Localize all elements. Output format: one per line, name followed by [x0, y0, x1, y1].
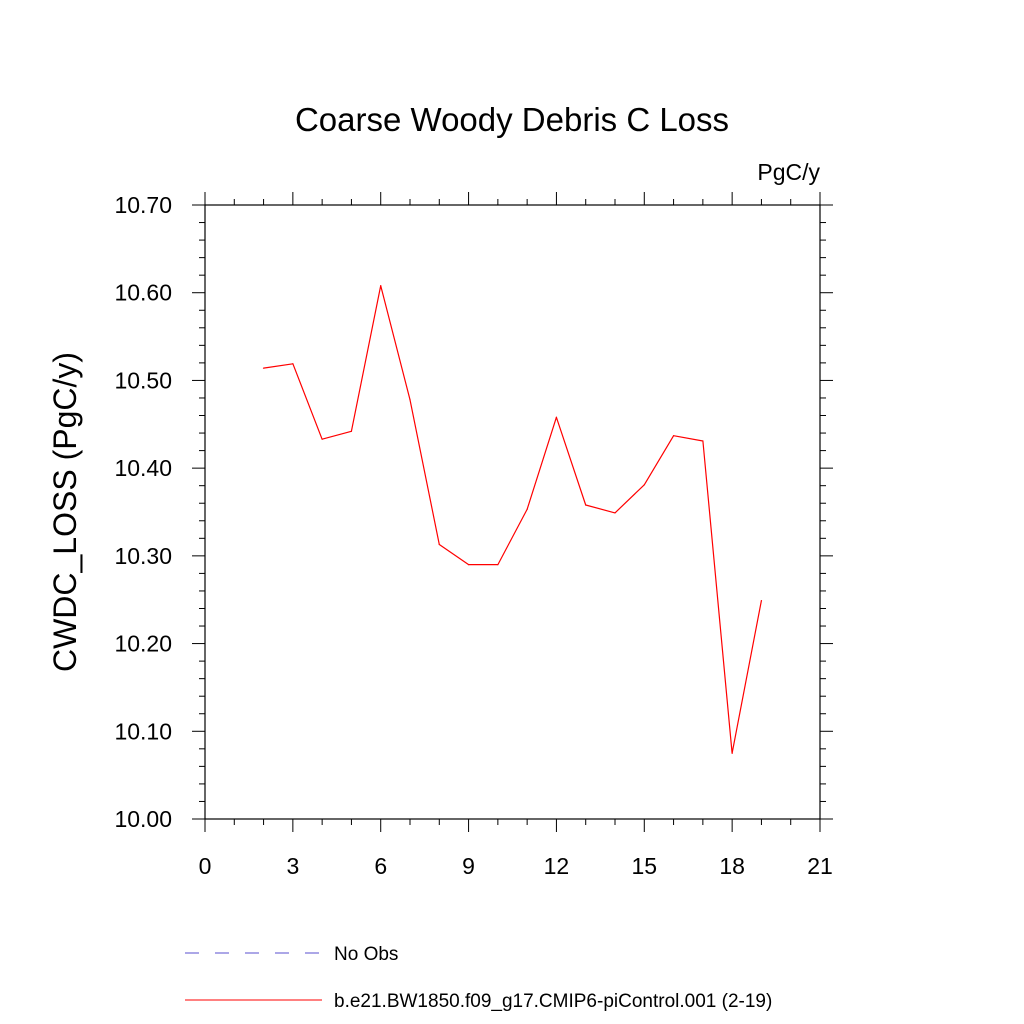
- data-point: [555, 416, 558, 418]
- data-point: [760, 599, 763, 602]
- y-axis-label: CWDC_LOSS (PgC/y): [47, 352, 83, 672]
- data-point: [614, 512, 616, 514]
- legend-label: b.e21.BW1850.f09_g17.CMIP6-piControl.001…: [334, 991, 772, 1012]
- legend-label: No Obs: [334, 944, 398, 965]
- x-tick-label: 9: [462, 853, 475, 879]
- units-label: PgC/y: [757, 159, 820, 185]
- data-point: [292, 363, 294, 365]
- x-tick-label: 6: [374, 853, 387, 879]
- legend: No Obs b.e21.BW1850.f09_g17.CMIP6-piContr…: [185, 944, 772, 1012]
- data-point: [731, 752, 733, 754]
- data-point: [321, 438, 323, 440]
- data-point: [702, 440, 704, 442]
- y-tick-label: 10.20: [114, 631, 172, 657]
- data-point: [585, 504, 587, 506]
- y-tick-label: 10.70: [114, 192, 172, 218]
- x-tick-label: 15: [631, 853, 657, 879]
- y-tick-label: 10.60: [114, 280, 172, 306]
- axis-ticks: [192, 192, 833, 832]
- data-point: [467, 564, 470, 566]
- x-tick-label: 3: [286, 853, 299, 879]
- y-tick-label: 10.30: [114, 543, 172, 569]
- axis-tick-labels: 0 3 6 9 12 15 18 21 10.00 10.10 10.20 10.30 10.40 10.…: [114, 192, 832, 879]
- plot-frame: [204, 204, 821, 820]
- x-tick-label: 0: [199, 853, 212, 879]
- y-tick-label: 10.10: [114, 718, 172, 744]
- y-tick-label: 10.00: [114, 806, 172, 832]
- series-layer: [262, 285, 763, 754]
- data-point: [526, 508, 528, 510]
- chart-title: Coarse Woody Debris C Loss: [295, 101, 729, 138]
- data-point: [672, 435, 675, 437]
- data-point: [438, 543, 440, 546]
- series-line: [263, 285, 762, 754]
- data-point: [409, 399, 411, 401]
- x-tick-label: 21: [807, 853, 833, 879]
- data-point: [262, 367, 265, 369]
- y-tick-label: 10.40: [114, 455, 172, 481]
- data-point: [350, 430, 353, 432]
- data-point: [643, 484, 645, 486]
- x-tick-label: 12: [544, 853, 570, 879]
- data-point: [497, 564, 499, 566]
- data-point: [380, 285, 382, 287]
- y-tick-label: 10.50: [114, 367, 172, 393]
- x-tick-label: 18: [719, 853, 745, 879]
